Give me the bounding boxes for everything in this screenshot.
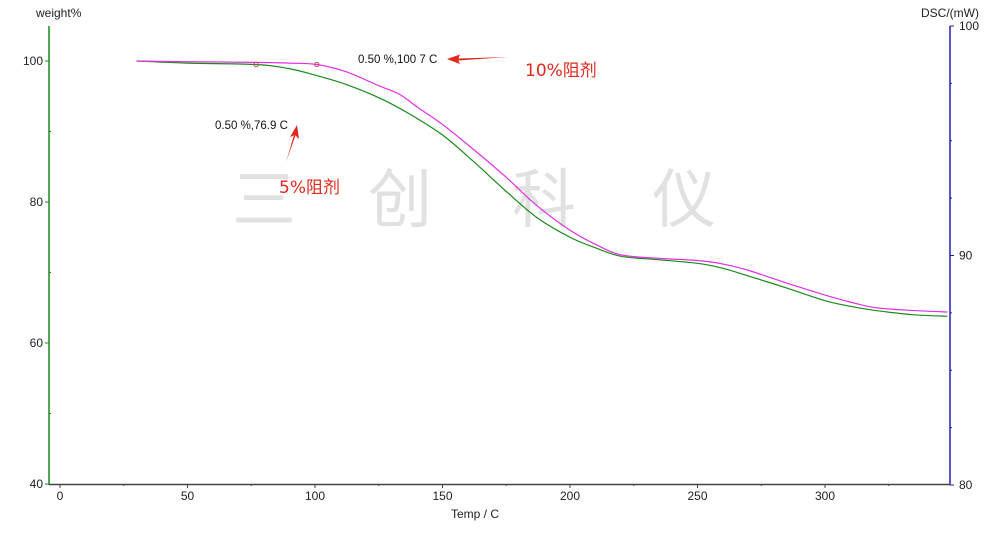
onset-marker	[314, 61, 320, 68]
onset-marker	[253, 61, 259, 68]
x-tick-label: 50	[181, 489, 195, 503]
x-tick-label: 300	[815, 489, 835, 503]
y2-tick-label: 90	[959, 249, 973, 263]
y-axis-title: weight%	[35, 6, 82, 20]
x-axis-title: Temp / C	[451, 507, 499, 521]
x-tick-label: 250	[687, 489, 707, 503]
y2-axis-title: DSC/(mW)	[921, 6, 979, 20]
series-line-10pct	[136, 60, 948, 313]
arrow-icon	[447, 54, 508, 64]
watermark-char-4: 仪	[652, 164, 716, 238]
series-label-5pct: 5%阻剂	[279, 178, 340, 198]
axis-ticks: 0 50 100 150 200 250 300 40 60 80 100 80 90 100	[23, 19, 979, 503]
x-tick-label: 0	[57, 489, 64, 503]
annotation-5pct: 0.50 %,76.9 C	[215, 120, 288, 132]
watermark-char-3: 科	[512, 164, 576, 238]
arrow-icon	[286, 125, 299, 162]
y2-tick-label: 100	[959, 19, 979, 33]
y-tick-label: 100	[23, 54, 43, 68]
annotation-10pct: 0.50 %,100 7 C	[358, 54, 437, 66]
data-series	[136, 60, 948, 317]
y-tick-label: 40	[30, 477, 44, 491]
series-line-5pct	[136, 60, 948, 317]
x-tick-label: 200	[560, 489, 580, 503]
y-tick-label: 80	[30, 195, 44, 209]
watermark-char-2: 创	[368, 164, 432, 238]
x-tick-label: 100	[305, 489, 325, 503]
watermark: 三 创 科 仪	[232, 164, 716, 238]
y2-tick-label: 80	[959, 478, 973, 492]
watermark-char-1: 三	[232, 164, 296, 238]
x-tick-label: 150	[432, 489, 452, 503]
y-tick-label: 60	[30, 336, 44, 350]
series-label-10pct: 10%阻剂	[525, 61, 597, 81]
